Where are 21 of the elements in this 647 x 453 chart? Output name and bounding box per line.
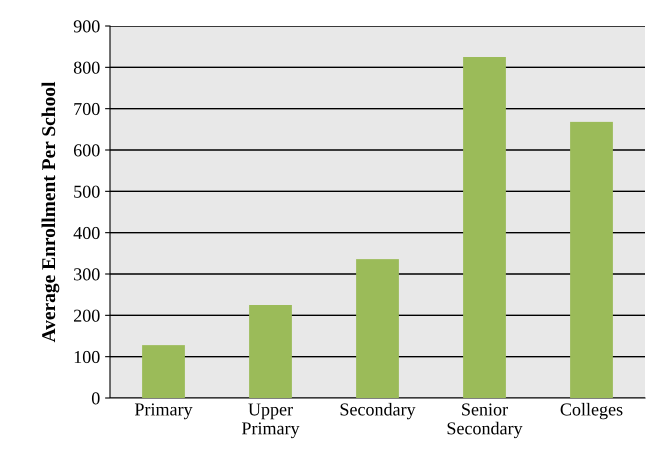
- y-tick-label: 500: [74, 186, 100, 198]
- y-tick-label: 900: [74, 20, 100, 32]
- bar: [570, 122, 613, 398]
- y-tick-label: 0: [92, 392, 100, 404]
- y-tick-label: 100: [74, 350, 100, 364]
- x-tick-label: Senior Secondary: [448, 403, 523, 438]
- x-tick-label: Secondary: [340, 402, 416, 420]
- x-tick-label: Colleges: [560, 402, 622, 420]
- y-axis-title: Average Enrollment Per School: [42, 82, 60, 342]
- y-tick-label: 700: [74, 102, 100, 116]
- y-tick-label: 200: [74, 310, 100, 322]
- bar: [356, 259, 399, 398]
- x-tick-label: Primary: [134, 403, 193, 420]
- x-tick-label: Upper Primary: [242, 404, 300, 438]
- y-tick-label: 300: [74, 268, 100, 280]
- y-tick-label: 800: [74, 62, 100, 74]
- y-tick-label: 600: [74, 144, 100, 156]
- bar: [463, 57, 506, 398]
- bar: [249, 305, 292, 398]
- bar: [142, 345, 185, 398]
- y-tick-label: 400: [74, 226, 100, 240]
